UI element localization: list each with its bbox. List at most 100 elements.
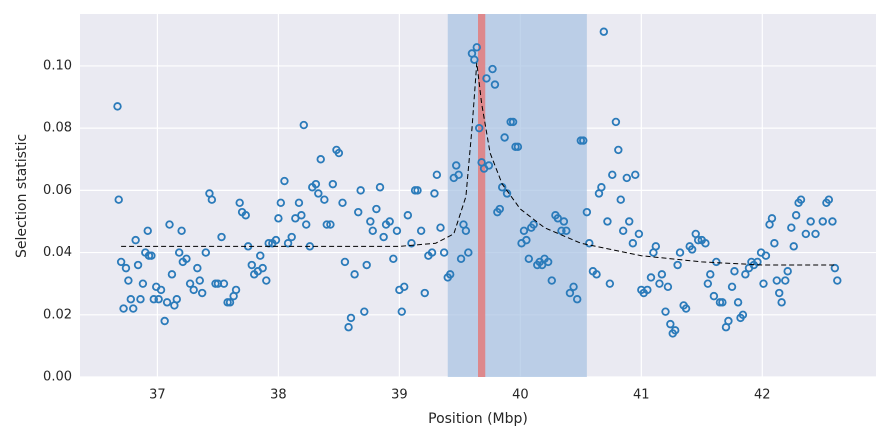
point bbox=[724, 316, 733, 326]
point bbox=[201, 248, 211, 257]
point bbox=[392, 226, 402, 236]
point bbox=[738, 310, 748, 319]
point bbox=[314, 189, 323, 198]
y-tick-label: 0.02 bbox=[43, 307, 72, 322]
point bbox=[149, 295, 158, 304]
point bbox=[605, 279, 615, 288]
point bbox=[454, 170, 463, 180]
point bbox=[651, 242, 661, 251]
point bbox=[543, 257, 553, 267]
point bbox=[316, 155, 325, 164]
point bbox=[116, 257, 126, 267]
point bbox=[482, 74, 491, 83]
point bbox=[262, 276, 271, 285]
point bbox=[328, 179, 338, 189]
point bbox=[475, 123, 484, 133]
point bbox=[219, 279, 229, 288]
point bbox=[185, 279, 195, 288]
point bbox=[375, 183, 385, 192]
point bbox=[759, 279, 768, 288]
point bbox=[326, 220, 335, 229]
point bbox=[618, 226, 628, 236]
point bbox=[646, 273, 656, 282]
y-axis-label: Selection statistic bbox=[14, 134, 30, 258]
point bbox=[767, 214, 777, 223]
point bbox=[217, 232, 226, 242]
point bbox=[114, 195, 123, 204]
highlight-span bbox=[447, 14, 587, 377]
point bbox=[143, 226, 152, 236]
point bbox=[643, 285, 652, 295]
point bbox=[338, 198, 347, 208]
point bbox=[193, 263, 202, 273]
point bbox=[599, 27, 609, 36]
point bbox=[136, 295, 145, 304]
point bbox=[283, 239, 293, 248]
point bbox=[772, 276, 782, 285]
x-tick-label: 42 bbox=[754, 388, 771, 403]
point bbox=[129, 304, 138, 313]
point bbox=[777, 298, 786, 307]
point bbox=[490, 80, 500, 89]
point bbox=[824, 195, 834, 204]
y-tick-label: 0.10 bbox=[43, 58, 72, 73]
point bbox=[133, 260, 143, 270]
point bbox=[124, 276, 133, 285]
point bbox=[172, 295, 181, 304]
point bbox=[119, 304, 128, 313]
point bbox=[131, 235, 140, 245]
point bbox=[806, 217, 815, 226]
point bbox=[781, 276, 790, 285]
point bbox=[592, 270, 601, 279]
point bbox=[770, 239, 779, 248]
point bbox=[461, 226, 471, 236]
point bbox=[603, 217, 612, 226]
point bbox=[791, 211, 801, 220]
point bbox=[344, 323, 353, 332]
point bbox=[231, 285, 241, 295]
point bbox=[524, 254, 534, 263]
point bbox=[356, 186, 365, 195]
point bbox=[709, 291, 719, 301]
point bbox=[787, 223, 796, 232]
x-tick-label: 41 bbox=[633, 388, 650, 403]
point bbox=[614, 145, 623, 155]
point bbox=[385, 217, 394, 226]
point bbox=[585, 239, 594, 248]
point bbox=[360, 307, 369, 316]
point bbox=[655, 279, 664, 288]
point bbox=[299, 120, 308, 130]
point bbox=[177, 226, 186, 236]
point bbox=[147, 251, 156, 260]
point bbox=[730, 267, 739, 276]
point bbox=[452, 161, 461, 170]
point bbox=[519, 226, 529, 236]
point bbox=[608, 170, 617, 180]
point bbox=[572, 295, 582, 304]
point bbox=[445, 270, 455, 279]
point bbox=[413, 186, 422, 195]
point bbox=[706, 270, 715, 279]
x-tick-label: 39 bbox=[391, 388, 408, 403]
point bbox=[811, 229, 820, 239]
point bbox=[775, 288, 784, 298]
point bbox=[582, 207, 592, 217]
point bbox=[657, 270, 667, 279]
point bbox=[400, 282, 409, 291]
point bbox=[522, 235, 531, 245]
point bbox=[611, 117, 621, 127]
point bbox=[559, 217, 569, 226]
point bbox=[366, 217, 375, 226]
point bbox=[616, 195, 625, 204]
point bbox=[663, 282, 673, 291]
point bbox=[687, 245, 697, 254]
point bbox=[472, 43, 481, 52]
point bbox=[712, 257, 721, 267]
point bbox=[354, 207, 363, 217]
point bbox=[796, 195, 806, 204]
point bbox=[207, 195, 217, 204]
point bbox=[801, 229, 811, 239]
point bbox=[162, 298, 172, 307]
point bbox=[280, 176, 289, 186]
point bbox=[675, 248, 685, 257]
